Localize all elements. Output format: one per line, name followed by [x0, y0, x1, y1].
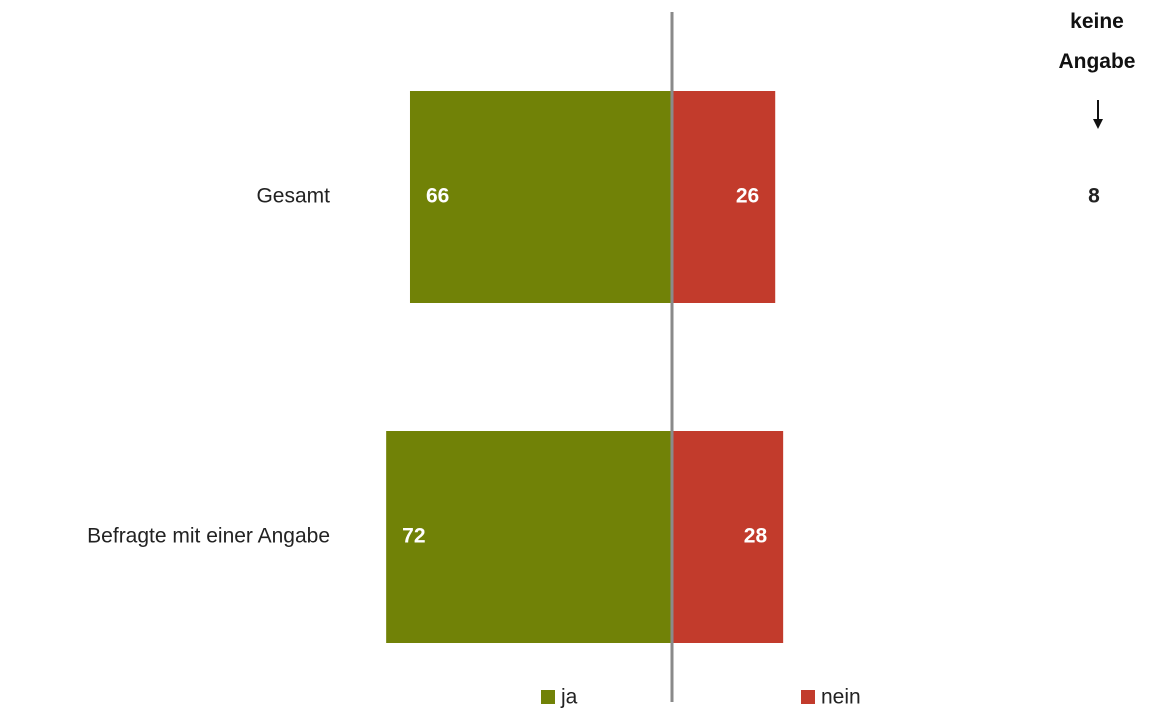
bar: [386, 431, 672, 643]
no-answer-header: keine Angabe: [1058, 10, 1136, 73]
legend-label: nein: [821, 686, 861, 709]
value-label: 66: [426, 185, 449, 208]
bar: [409, 91, 672, 303]
value-label: 28: [744, 525, 768, 548]
category-label: Befragte mit einer Angabe: [87, 525, 330, 548]
value-label: 72: [402, 525, 425, 548]
legend-swatch: [541, 690, 555, 704]
legend-label: ja: [560, 686, 578, 709]
no-answer-value: 8: [1088, 185, 1100, 208]
bar: [672, 431, 784, 643]
legend-swatch: [801, 690, 815, 704]
value-label: 26: [736, 185, 759, 208]
bar: [672, 91, 776, 303]
category-label: Gesamt: [256, 185, 330, 208]
